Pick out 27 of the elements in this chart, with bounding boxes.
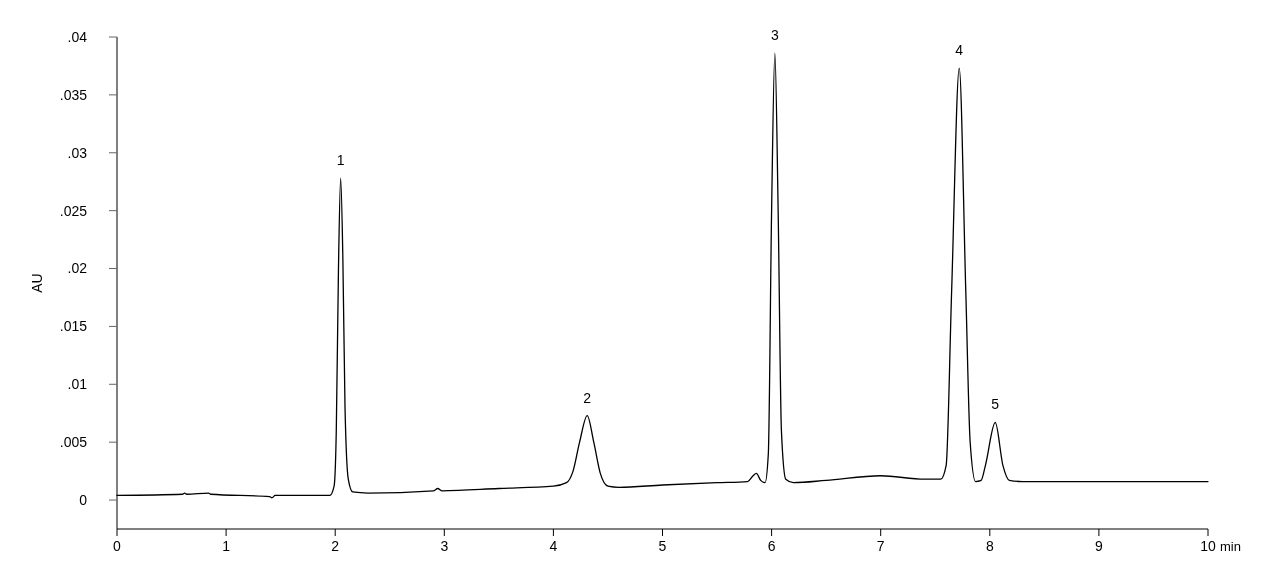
x-tick-label: 2 bbox=[331, 538, 340, 554]
x-tick-label: 0 bbox=[113, 538, 122, 554]
annotation: 5 bbox=[991, 396, 1000, 413]
y-tick-label: .04 bbox=[67, 28, 88, 45]
x-tick-label: 10 bbox=[1200, 538, 1216, 554]
x-tick-label: 9 bbox=[1095, 538, 1103, 554]
annotation: 2 bbox=[583, 389, 592, 406]
y-tick-label: .025 bbox=[59, 202, 88, 219]
annotation: 4 bbox=[955, 42, 964, 59]
x-tick-label: 3 bbox=[440, 538, 449, 554]
y-tick-label: .01 bbox=[67, 376, 88, 393]
y-tick-label: .02 bbox=[67, 260, 88, 277]
y-axis-title: AU bbox=[29, 273, 45, 293]
y-tick-label: .005 bbox=[59, 434, 88, 451]
x-tick-label: 8 bbox=[985, 538, 994, 554]
annotation: 1 bbox=[336, 152, 345, 169]
annotation: 3 bbox=[770, 27, 779, 44]
x-axis-title: min bbox=[1220, 539, 1241, 554]
y-tick-label: .03 bbox=[67, 144, 88, 161]
y-tick-label: .015 bbox=[59, 318, 88, 335]
y-tick-label: .035 bbox=[59, 86, 88, 103]
x-tick-label: 1 bbox=[222, 538, 231, 554]
x-tick-label: 6 bbox=[767, 538, 776, 554]
x-tick-label: 5 bbox=[658, 538, 667, 554]
x-tick-label: 4 bbox=[549, 538, 558, 554]
x-tick-label: 7 bbox=[876, 538, 885, 554]
y-tick-label: 0 bbox=[79, 491, 88, 508]
